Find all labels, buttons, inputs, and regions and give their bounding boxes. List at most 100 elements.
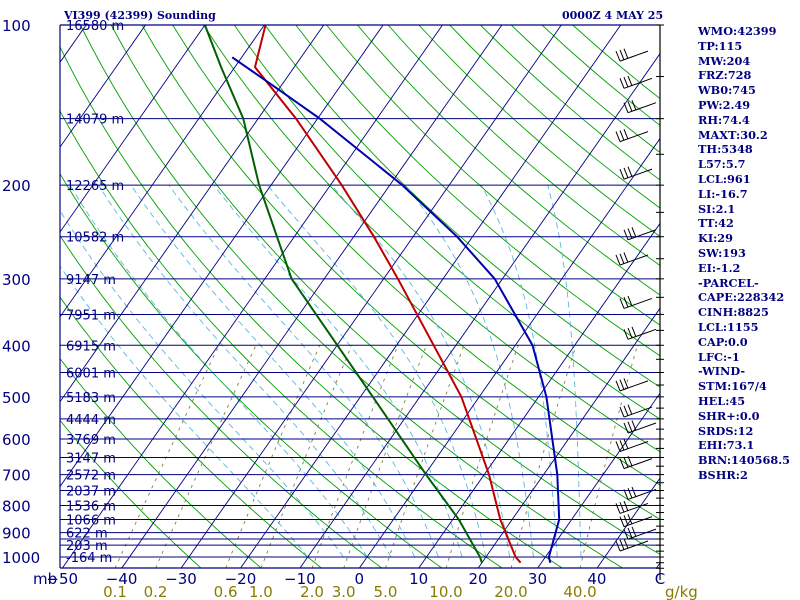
- height-label: 12265 m: [66, 179, 124, 194]
- height-label: 4444 m: [66, 413, 116, 428]
- mixing-ratio-line: [343, 345, 427, 568]
- index-row: RH:74.4: [698, 112, 750, 127]
- index-row: TT:42: [698, 216, 734, 231]
- wind-barb: [615, 378, 649, 392]
- index-row: MAXT:30.2: [698, 127, 768, 142]
- temperature-unit-label: C: [655, 570, 665, 588]
- index-row: BRN:140568.5: [698, 453, 790, 468]
- index-row: WB0:745: [698, 83, 756, 98]
- moist-adiabat: [213, 184, 463, 558]
- pressure-tick-label: 300: [2, 271, 31, 289]
- wind-barb: [615, 538, 649, 552]
- height-label: 2037 m: [66, 485, 116, 500]
- mixing-ratio-line: [445, 345, 519, 568]
- pressure-tick-label: 700: [2, 467, 31, 485]
- height-label: 6915 m: [66, 339, 116, 354]
- isotherm: [418, 222, 660, 568]
- wind-barb: [623, 100, 657, 114]
- height-label: 1536 m: [66, 499, 116, 514]
- dry-adiabat: [79, 25, 624, 568]
- mixing-ratio-tick-label: 0.2: [144, 583, 168, 600]
- temperature-tick-label: 20: [469, 570, 488, 588]
- height-label: 5183 m: [66, 391, 116, 406]
- index-row: SW:193: [698, 245, 746, 260]
- pressure-tick-label: 400: [2, 337, 31, 355]
- moist-adiabat: [405, 184, 534, 558]
- height-label: 3769 m: [66, 433, 116, 448]
- temperature-profile: [253, 25, 522, 564]
- height-label: 622 m: [66, 527, 108, 542]
- temperature-tick-label: 30: [528, 570, 547, 588]
- isotherm: [299, 52, 660, 568]
- dry-adiabat: [326, 25, 660, 326]
- index-row: LI:-16.7: [698, 186, 748, 201]
- wind-barb: [619, 404, 653, 418]
- dry-adiabat: [60, 110, 503, 568]
- wind-barb: [615, 500, 649, 514]
- wind-barb: [619, 514, 653, 528]
- height-label: 7951 m: [66, 308, 116, 323]
- index-row: EI:-1.2: [698, 260, 741, 275]
- mixing-ratio-tick-label: 40.0: [563, 583, 596, 600]
- height-label: 3147 m: [66, 451, 116, 466]
- temperature-tick-label: −40: [106, 570, 138, 588]
- isotherm: [180, 25, 562, 568]
- index-row: L57:5.7: [698, 157, 746, 172]
- index-row: SI:2.1: [698, 201, 736, 216]
- index-row: HEL:45: [698, 393, 746, 408]
- dry-adiabat: [233, 25, 660, 420]
- temperature-tick-label: 0: [354, 570, 364, 588]
- mixing-ratio-tick-label: 20.0: [494, 583, 527, 600]
- index-row: WMO:42399: [698, 24, 777, 38]
- temperature-tick-label: −50: [46, 570, 78, 588]
- index-row: STM:167/4: [698, 379, 767, 394]
- height-label: 6001 m: [66, 367, 116, 382]
- pressure-tick-label: 600: [2, 431, 31, 449]
- index-row: LFC:-1: [698, 349, 740, 364]
- sounding-time: 0000Z 4 MAY 25: [562, 9, 663, 22]
- wind-barb: [623, 420, 657, 434]
- dry-adiabat: [203, 25, 660, 453]
- mixing-ratio-tick-label: 5.0: [374, 583, 398, 600]
- index-row: LCL:961: [698, 171, 751, 186]
- index-row: MW:204: [698, 53, 751, 68]
- height-label: -164 m: [66, 551, 112, 566]
- isotherm: [60, 25, 206, 233]
- isotherm: [358, 137, 660, 568]
- isotherm: [60, 25, 384, 488]
- mixing-ratio-tick-label: 3.0: [332, 583, 356, 600]
- wind-barb: [619, 166, 653, 180]
- pressure-tick-label: 1000: [2, 549, 40, 567]
- isotherm: [60, 25, 146, 148]
- isotherm: [60, 25, 325, 403]
- pressure-tick-label: 800: [2, 497, 31, 515]
- mixing-ratio-line: [311, 345, 399, 568]
- dry-adiabat: [264, 25, 660, 388]
- pressure-tick-label: 500: [2, 389, 31, 407]
- index-row: TP:115: [698, 38, 743, 53]
- temperature-tick-label: −30: [165, 570, 197, 588]
- isotherm: [61, 25, 443, 568]
- wind-barb: [623, 227, 657, 241]
- dewpoint-profile: [203, 25, 483, 564]
- dry-adiabat: [60, 172, 443, 568]
- index-row: -WIND-: [698, 364, 746, 379]
- wind-barb: [623, 486, 657, 500]
- mixing-ratio-line: [510, 345, 577, 568]
- isotherm: [537, 392, 660, 568]
- dry-adiabat: [387, 25, 660, 266]
- height-label: 1066 m: [66, 513, 116, 528]
- height-label: 203 m: [66, 539, 108, 554]
- pressure-unit-label: mb: [33, 570, 57, 588]
- wind-barb: [615, 48, 649, 62]
- wind-barb: [623, 526, 657, 540]
- index-row: SHR+:0.0: [698, 408, 760, 423]
- dry-adiabat: [295, 25, 660, 357]
- index-row: LCL:1155: [698, 319, 759, 334]
- mixing-ratio-tick-label: 10.0: [429, 583, 462, 600]
- mixing-ratio-tick-label: 0.6: [214, 583, 238, 600]
- height-label: 14079 m: [66, 113, 124, 128]
- wind-barb: [619, 456, 653, 470]
- mixing-ratio-tick-label: 2.0: [300, 583, 324, 600]
